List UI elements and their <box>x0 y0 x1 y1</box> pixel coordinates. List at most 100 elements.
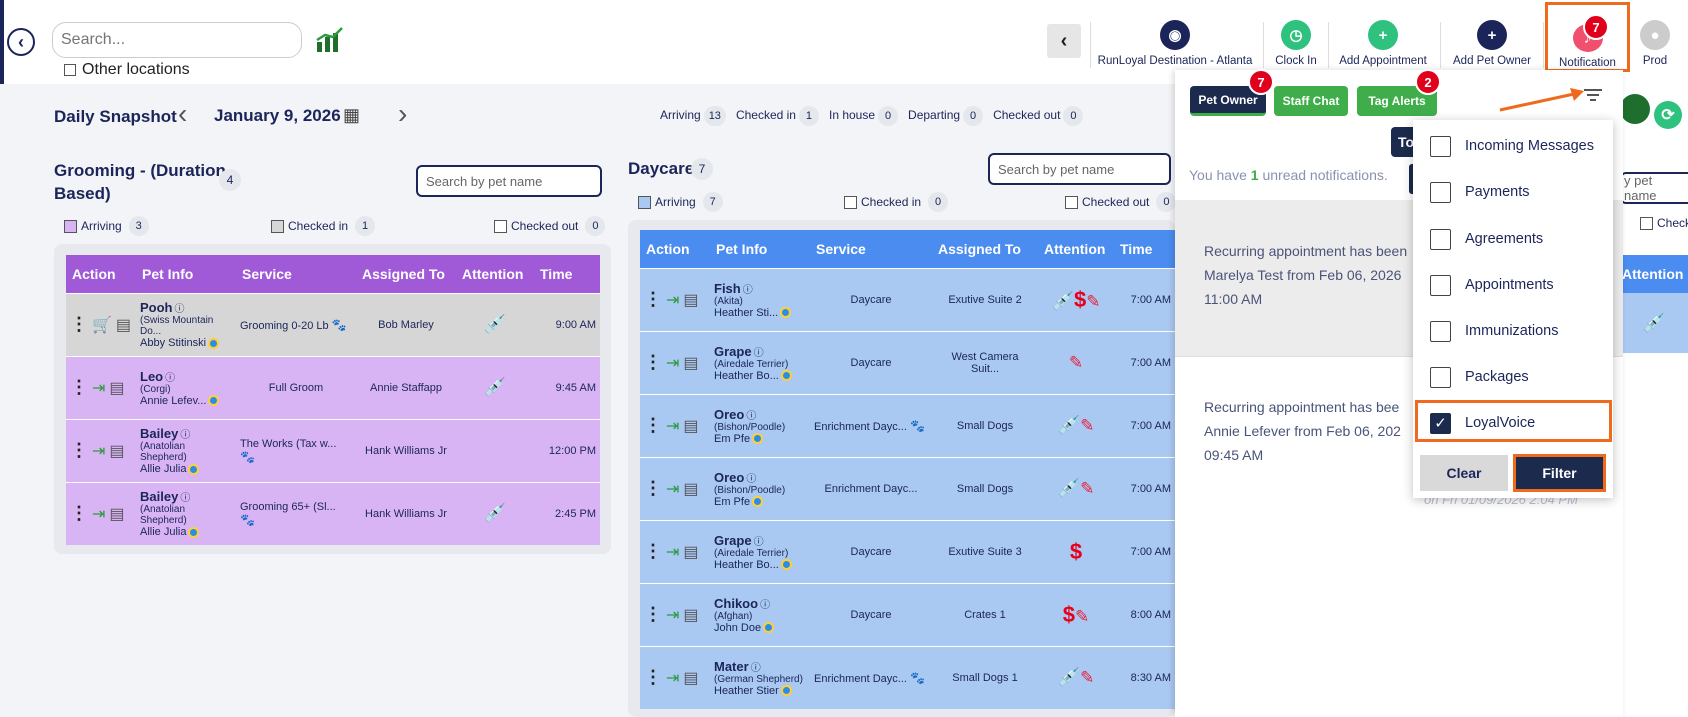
report-icon[interactable]: ▤ <box>683 670 699 688</box>
owner-name[interactable]: Heather Sti... <box>714 306 779 319</box>
syringe-icon[interactable]: 💉 <box>483 377 507 397</box>
info-icon[interactable]: ⓘ <box>742 284 753 296</box>
filter-icon[interactable] <box>1582 84 1604 106</box>
checkbox-box[interactable] <box>1430 135 1451 157</box>
row-menu-icon[interactable]: ⋮ <box>644 478 662 498</box>
add-pet-owner-button[interactable]: + Add Pet Owner <box>1445 20 1539 70</box>
daycare-filter-checked-out[interactable]: Checked out 0 <box>1065 192 1177 212</box>
check-in-icon[interactable]: ⇥ <box>666 670 680 688</box>
chat-icon[interactable] <box>752 496 764 508</box>
syringe-icon[interactable]: 💉 <box>1057 415 1081 435</box>
stat-arriving[interactable]: Arriving 13 <box>660 106 726 126</box>
table-row[interactable]: ⋮ 🛒 ▤ Pooh ⓘ (Swiss Mountain Do... Abby Stiti… <box>66 292 600 356</box>
calendar-icon[interactable]: ▦ <box>343 105 361 125</box>
syringe-icon[interactable]: 💉 <box>1051 290 1074 311</box>
filter-clear-button[interactable]: Clear <box>1420 455 1508 491</box>
info-icon[interactable]: ⓘ <box>165 372 176 384</box>
check-in-icon[interactable]: ⇥ <box>666 607 680 624</box>
table-row[interactable]: ⋮ ⇥ ▤ Chikoo ⓘ (Afghan) John Doe Daycare Crat… <box>640 582 1175 646</box>
chat-icon[interactable] <box>780 685 792 697</box>
check-in-icon[interactable]: ⇥ <box>666 355 680 372</box>
note-icon[interactable]: ✎ <box>1075 606 1090 626</box>
checkbox-box[interactable] <box>1430 274 1451 296</box>
info-icon[interactable]: ⓘ <box>760 599 771 611</box>
chat-icon[interactable] <box>752 433 764 445</box>
info-icon[interactable]: ⓘ <box>753 347 764 359</box>
hidden-button-edge[interactable] <box>1409 164 1415 194</box>
table-row[interactable]: ⋮ ⇥ ▤ Leo ⓘ (Corgi) Annie Lefev... Full Groom… <box>66 355 600 419</box>
report-icon[interactable]: ▤ <box>109 380 125 397</box>
chat-icon[interactable] <box>763 622 775 634</box>
check-in-icon[interactable]: ⇥ <box>92 506 106 524</box>
owner-name[interactable]: Allie Julia <box>140 463 187 475</box>
report-icon[interactable]: ▤ <box>115 317 132 334</box>
hidden-table-row[interactable]: 💉 <box>1620 293 1688 353</box>
pet-name[interactable]: Chikoo ⓘ <box>714 595 771 611</box>
row-menu-icon[interactable]: ⋮ <box>70 314 88 334</box>
next-day-button[interactable]: › <box>398 98 408 129</box>
stat-departing[interactable]: Departing 0 <box>908 106 984 126</box>
pet-name[interactable]: Leo ⓘ <box>140 368 176 384</box>
info-icon[interactable]: ⓘ <box>746 473 757 485</box>
checkbox-box[interactable] <box>1430 366 1451 388</box>
chat-icon[interactable] <box>780 307 792 319</box>
pet-name[interactable]: Oreo ⓘ <box>714 406 757 422</box>
pet-name[interactable]: Bailey ⓘ <box>140 426 191 441</box>
cart-icon[interactable]: 🛒 <box>92 317 112 334</box>
row-menu-icon[interactable]: ⋮ <box>70 440 88 460</box>
daycare-filter-arriving[interactable]: Arriving 7 <box>638 192 723 212</box>
table-row[interactable]: ⋮ ⇥ ▤ Bailey ⓘ (Anatolian Shepherd) Allie Jul… <box>66 418 600 482</box>
owner-name[interactable]: Allie Julia <box>140 526 187 539</box>
pet-name[interactable]: Fish ⓘ <box>714 280 753 296</box>
chat-icon[interactable] <box>188 526 200 538</box>
global-search-input[interactable] <box>52 22 302 58</box>
owner-name[interactable]: Heather Bo... <box>714 558 779 571</box>
chat-icon[interactable] <box>208 395 220 407</box>
checkbox-box[interactable] <box>1430 320 1451 342</box>
report-icon[interactable]: ▤ <box>683 355 699 372</box>
check-in-icon[interactable]: ⇥ <box>666 481 680 498</box>
collapse-panel-button[interactable]: ‹ <box>1047 24 1081 58</box>
grooming-filter-arriving[interactable]: Arriving 3 <box>64 216 149 236</box>
syringe-icon[interactable]: 💉 <box>1642 312 1666 333</box>
syringe-icon[interactable]: 💉 <box>483 503 507 524</box>
info-icon[interactable]: ⓘ <box>753 536 764 548</box>
report-icon[interactable]: ▤ <box>683 607 699 624</box>
row-menu-icon[interactable]: ⋮ <box>70 377 88 397</box>
owner-name[interactable]: Heather Stier <box>714 684 779 697</box>
row-menu-icon[interactable]: ⋮ <box>70 503 88 524</box>
checkbox-box[interactable] <box>64 64 76 76</box>
grooming-filter-checked-out[interactable]: Checked out 0 <box>494 216 606 236</box>
check-in-icon[interactable]: ⇥ <box>666 418 680 435</box>
table-row[interactable]: ⋮ ⇥ ▤ Oreo ⓘ (Bishon/Poodle) Em Pfe Enrichmen… <box>640 393 1175 457</box>
table-row[interactable]: ⋮ ⇥ ▤ Oreo ⓘ (Bishon/Poodle) Em Pfe Enrichmen… <box>640 456 1175 520</box>
check-in-icon[interactable]: ⇥ <box>666 544 680 561</box>
dollar-icon[interactable]: $ <box>1073 286 1087 312</box>
checkbox-box[interactable] <box>1430 228 1451 250</box>
note-icon[interactable]: ✎ <box>1068 352 1084 372</box>
back-button[interactable]: ‹ <box>7 28 35 56</box>
row-menu-icon[interactable]: ⋮ <box>644 415 662 435</box>
pet-name[interactable]: Pooh ⓘ <box>140 300 185 315</box>
info-icon[interactable]: ⓘ <box>180 493 191 505</box>
info-icon[interactable]: ⓘ <box>174 304 185 315</box>
pet-name[interactable]: Oreo ⓘ <box>714 469 757 485</box>
tab-staff-chat[interactable]: Staff Chat <box>1274 86 1348 116</box>
syringe-icon[interactable]: 💉 <box>1057 478 1081 498</box>
row-menu-icon[interactable]: ⋮ <box>644 289 662 309</box>
dollar-icon[interactable]: $ <box>1069 538 1083 564</box>
location-selector[interactable]: ◉ RunLoyal Destination - Atlanta <box>1095 20 1255 70</box>
table-row[interactable]: ⋮ ⇥ ▤ Fish ⓘ (Akita) Heather Sti... Daycare E… <box>640 267 1175 331</box>
analytics-chart-icon[interactable] <box>310 22 350 58</box>
table-row[interactable]: ⋮ ⇥ ▤ Bailey ⓘ (Anatolian Shepherd) Allie Jul… <box>66 481 600 545</box>
filter-option-packages[interactable]: Packages <box>1430 366 1529 388</box>
checkbox-checked-icon[interactable]: ✓ <box>1430 412 1451 434</box>
filter-option-payments[interactable]: Payments <box>1430 181 1529 203</box>
pet-name[interactable]: Grape ⓘ <box>714 343 764 359</box>
pet-name[interactable]: Mater ⓘ <box>714 658 761 674</box>
check-in-icon[interactable]: ⇥ <box>666 292 680 309</box>
report-icon[interactable]: ▤ <box>109 443 125 460</box>
note-icon[interactable]: ✎ <box>1080 479 1095 498</box>
grooming-pet-search[interactable]: Search by pet name <box>416 165 602 197</box>
report-icon[interactable]: ▤ <box>683 292 699 309</box>
